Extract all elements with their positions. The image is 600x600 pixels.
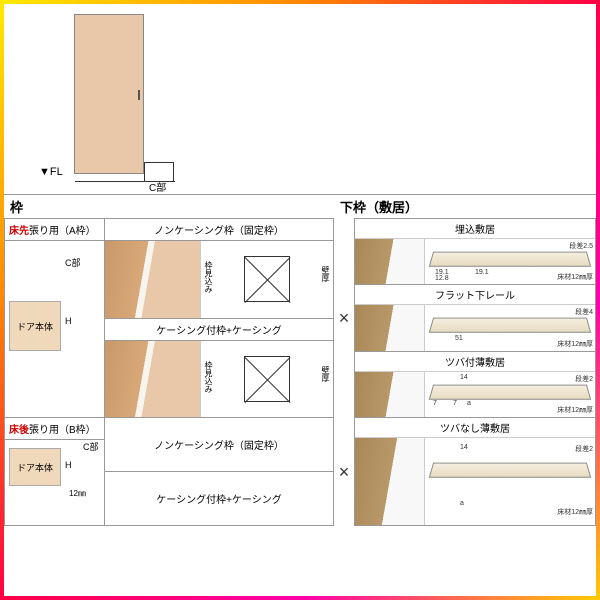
sill-header: 下枠（敷居） [334,194,596,218]
sill-0-diag: 段差2.519.119.112.8床材12㎜厚 [425,239,595,284]
casing-row: 枠見込み 壁厚 [105,341,333,418]
frame-b-col: 床後張り用（B枠） C部 H ドア本体 12㎜ [5,418,105,525]
frame-b-label: 床後張り用（B枠） [5,418,104,440]
top-door-view: ▼FL C部 [4,4,596,194]
noncasing-row: 枠見込み 壁厚 [105,241,333,319]
door-body-a: ドア本体 [9,301,61,351]
sill-2: ツバ付薄敷居 段差21477a床材12㎜厚 [355,352,595,417]
sill-0-name: 埋込敷居 [355,219,595,239]
sill-0-photo [355,239,425,284]
sill-3-photo [355,438,425,525]
casing-photo [105,341,201,418]
multiply-1: × [334,218,354,418]
frame-a-row: 床先張り用（A枠） C部 H ドア本体 ノンケーシング枠（固定枠） 枠見込み 壁… [4,218,334,418]
h-label: H [65,316,72,326]
sill-1: フラット下レール 段差451床材12㎜厚 [355,285,595,351]
v2: 壁厚 [320,266,331,282]
mm-label: 12㎜ [69,488,86,499]
frame-section: 枠 床先張り用（A枠） C部 H ドア本体 ノンケーシング枠（固定枠） 枠見込み… [4,194,334,592]
sill-3-name: ツバなし薄敷居 [355,418,595,438]
casing-label: ケーシング付枠+ケーシング [105,319,333,341]
diagram-container: ▼FL C部 枠 床先張り用（A枠） C部 H ドア本体 ノンケーシング枠（固定… [4,4,596,596]
sill-1-name: フラット下レール [355,285,595,305]
noncasing-diag: 枠見込み 壁厚 [201,241,333,318]
sill-3: ツバなし薄敷居 段差214a床材12㎜厚 [355,418,595,525]
sill-col-1: 埋込敷居 段差2.519.119.112.8床材12㎜厚 フラット下レール 段差… [354,218,596,418]
frame-a-label: 床先張り用（A枠） [5,219,104,241]
door-body-b: ドア本体 [9,448,61,486]
sill-2-photo [355,372,425,417]
cross-section-b [244,356,290,402]
frame-a-col: 床先張り用（A枠） C部 H ドア本体 [5,219,105,417]
v1b: 枠見込み [203,361,214,393]
sill-1-diag: 段差451床材12㎜厚 [425,305,595,350]
v1: 枠見込み [203,261,214,293]
noncasing-label: ノンケーシング枠（固定枠） [105,219,333,241]
cross-section [244,256,290,302]
sill-1-photo [355,305,425,350]
v2b: 壁厚 [320,366,331,382]
sill-2-name: ツバ付薄敷居 [355,352,595,372]
noncasing-photo [105,241,201,318]
sill-0: 埋込敷居 段差2.519.119.112.8床材12㎜厚 [355,219,595,285]
noncasing-b: ノンケーシング枠（固定枠） [105,418,333,472]
floor-level-marker: ▼FL [39,166,63,178]
frame-header: 枠 [4,194,334,218]
sections: 枠 床先張り用（A枠） C部 H ドア本体 ノンケーシング枠（固定枠） 枠見込み… [4,194,596,592]
c-label-b: C部 [83,440,99,453]
sill-3-diag: 段差214a床材12㎜厚 [425,438,595,525]
casing-diag: 枠見込み 壁厚 [201,341,333,418]
door-elevation [74,14,144,174]
c-label: C部 [65,256,81,269]
frame-b-types: ノンケーシング枠（固定枠） ケーシング付枠+ケーシング [105,418,333,525]
multiply-2: × [334,418,354,526]
casing-b: ケーシング付枠+ケーシング [105,472,333,525]
h-label-b: H [65,460,72,470]
sill-2-diag: 段差21477a床材12㎜厚 [425,372,595,417]
frame-a-types: ノンケーシング枠（固定枠） 枠見込み 壁厚 ケーシング付枠+ケーシング 枠見込み… [105,219,333,417]
sill-col-2: ツバなし薄敷居 段差214a床材12㎜厚 [354,418,596,526]
sill-section: 下枠（敷居） × 埋込敷居 段差2.519.119.112.8床材12㎜厚 フラ… [334,194,596,592]
sill-row-b: × ツバなし薄敷居 段差214a床材12㎜厚 [334,418,596,526]
frame-b-row: 床後張り用（B枠） C部 H ドア本体 12㎜ ノンケーシング枠（固定枠） ケー… [4,418,334,526]
frame-a-diagram: C部 H ドア本体 [5,241,104,417]
c-part-box [144,162,174,182]
